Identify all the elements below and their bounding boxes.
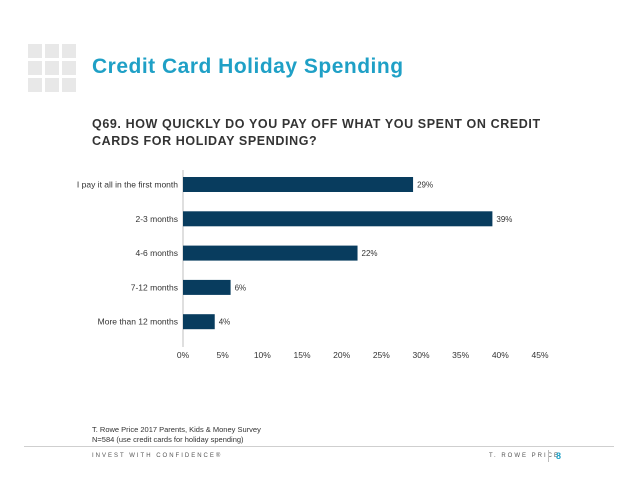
footnote-base: N=584 (use credit cards for holiday spen… bbox=[92, 434, 244, 444]
page-number: 8 bbox=[556, 451, 562, 461]
x-tick-label: 10% bbox=[254, 350, 271, 360]
x-tick-label: 0% bbox=[177, 350, 190, 360]
page-title: Credit Card Holiday Spending bbox=[92, 55, 404, 78]
data-label: 22% bbox=[362, 249, 378, 258]
category-label: I pay it all in the first month bbox=[77, 180, 178, 190]
x-tick-label: 15% bbox=[293, 350, 310, 360]
category-label: 4-6 months bbox=[135, 248, 178, 258]
x-tick-label: 25% bbox=[373, 350, 390, 360]
footer-brand: T. ROWE PRICE bbox=[488, 453, 560, 459]
x-tick-label: 20% bbox=[333, 350, 350, 360]
footer-divider bbox=[24, 446, 614, 447]
category-label: 2-3 months bbox=[135, 214, 178, 224]
data-label: 4% bbox=[219, 318, 231, 327]
data-label: 39% bbox=[496, 215, 512, 224]
logo-grid-icon bbox=[28, 44, 76, 92]
x-tick-label: 40% bbox=[492, 350, 509, 360]
bar bbox=[183, 279, 231, 295]
footnote: T. Rowe Price 2017 Parents, Kids & Money… bbox=[92, 425, 261, 444]
x-tick-label: 35% bbox=[452, 350, 469, 360]
x-tick-label: 5% bbox=[217, 350, 230, 360]
footnote-source: T. Rowe Price 2017 Parents, Kids & Money… bbox=[92, 425, 261, 434]
bar bbox=[183, 211, 493, 227]
bar bbox=[183, 314, 215, 330]
footer-separator bbox=[548, 450, 549, 462]
category-label: 7-12 months bbox=[131, 282, 178, 292]
data-label: 6% bbox=[235, 283, 247, 292]
survey-question: Q69. HOW QUICKLY DO YOU PAY OFF WHAT YOU… bbox=[92, 117, 541, 148]
bar bbox=[183, 245, 358, 261]
data-label: 29% bbox=[417, 181, 433, 190]
category-label: More than 12 months bbox=[98, 317, 178, 327]
bar-chart: I pay it all in the first month 29% 2-3 mo… bbox=[77, 170, 549, 360]
bar bbox=[183, 177, 414, 192]
footer-tagline: INVEST WITH CONFIDENCE® bbox=[92, 453, 223, 459]
x-tick-label: 45% bbox=[531, 350, 548, 360]
x-tick-label: 30% bbox=[412, 350, 429, 360]
